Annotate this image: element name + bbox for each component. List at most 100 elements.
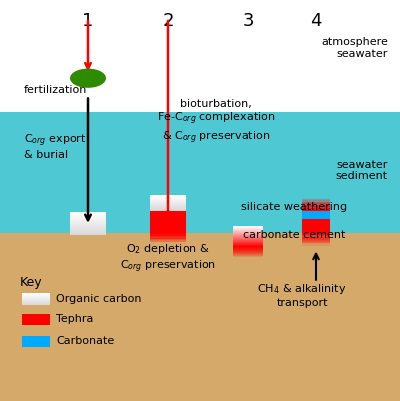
- Bar: [150, 242, 186, 243]
- Bar: [233, 250, 263, 251]
- Bar: [233, 256, 263, 257]
- Bar: [150, 207, 186, 208]
- Bar: [233, 243, 263, 244]
- Bar: [150, 241, 186, 242]
- Bar: [302, 239, 330, 240]
- Text: Key: Key: [20, 276, 43, 289]
- Bar: [150, 206, 186, 207]
- Bar: [150, 199, 186, 200]
- Text: 1: 1: [82, 12, 94, 30]
- Bar: [302, 231, 330, 232]
- Bar: [233, 240, 263, 241]
- Bar: [302, 208, 330, 209]
- Bar: [70, 231, 106, 232]
- Bar: [150, 235, 186, 236]
- Bar: [302, 207, 330, 208]
- Bar: [233, 247, 263, 248]
- Bar: [150, 205, 186, 206]
- Bar: [233, 255, 263, 256]
- Bar: [302, 198, 330, 199]
- Bar: [233, 253, 263, 254]
- Bar: [70, 223, 106, 224]
- Bar: [302, 244, 330, 245]
- Bar: [150, 208, 186, 209]
- Bar: [150, 206, 186, 207]
- Bar: [150, 209, 186, 210]
- Bar: [233, 230, 263, 231]
- Bar: [22, 295, 50, 296]
- Bar: [302, 243, 330, 245]
- Bar: [233, 232, 263, 233]
- Bar: [150, 195, 186, 196]
- Bar: [150, 234, 186, 235]
- Bar: [302, 235, 330, 236]
- Bar: [233, 251, 263, 252]
- Bar: [22, 336, 50, 347]
- Bar: [302, 232, 330, 233]
- Bar: [150, 242, 186, 243]
- Bar: [150, 232, 186, 233]
- Text: CH$_4$ & alkalinity
transport: CH$_4$ & alkalinity transport: [257, 282, 347, 308]
- Bar: [233, 231, 263, 232]
- Bar: [302, 235, 330, 237]
- Text: O$_2$ depletion &
C$_{org}$ preservation: O$_2$ depletion & C$_{org}$ preservation: [120, 242, 216, 275]
- Bar: [150, 197, 186, 198]
- Bar: [0, 112, 400, 233]
- Bar: [302, 236, 330, 237]
- Bar: [302, 210, 330, 211]
- Bar: [302, 233, 330, 234]
- Bar: [150, 232, 186, 233]
- Bar: [302, 211, 330, 219]
- Bar: [302, 238, 330, 239]
- Bar: [302, 240, 330, 241]
- Bar: [70, 220, 106, 221]
- Bar: [302, 234, 330, 235]
- Bar: [233, 252, 263, 253]
- Bar: [150, 240, 186, 241]
- Bar: [22, 299, 50, 300]
- Bar: [22, 302, 50, 303]
- Bar: [233, 247, 263, 248]
- Bar: [150, 238, 186, 239]
- Bar: [150, 195, 186, 196]
- Bar: [150, 200, 186, 201]
- Text: Tephra: Tephra: [56, 314, 93, 324]
- Bar: [302, 242, 330, 243]
- Bar: [150, 241, 186, 242]
- Bar: [233, 226, 263, 227]
- Bar: [233, 229, 263, 230]
- Bar: [302, 209, 330, 210]
- Bar: [150, 234, 186, 235]
- Bar: [70, 224, 106, 225]
- Bar: [233, 246, 263, 247]
- Bar: [233, 254, 263, 255]
- Bar: [302, 230, 330, 231]
- Bar: [150, 237, 186, 238]
- Bar: [302, 241, 330, 242]
- Bar: [70, 214, 106, 215]
- Bar: [150, 204, 186, 205]
- Bar: [302, 199, 330, 200]
- Text: seawater
sediment: seawater sediment: [336, 160, 388, 181]
- Bar: [302, 200, 330, 201]
- Bar: [150, 240, 186, 241]
- Bar: [70, 212, 106, 213]
- Bar: [150, 233, 186, 234]
- Bar: [150, 204, 186, 205]
- Bar: [233, 257, 263, 258]
- Bar: [70, 219, 106, 220]
- Bar: [233, 228, 263, 229]
- Bar: [70, 219, 106, 220]
- Bar: [233, 234, 263, 235]
- Bar: [150, 235, 186, 236]
- Bar: [70, 228, 106, 229]
- Bar: [70, 216, 106, 217]
- Bar: [233, 234, 263, 235]
- Bar: [150, 203, 186, 204]
- Bar: [22, 296, 50, 298]
- Bar: [302, 202, 330, 203]
- Bar: [302, 232, 330, 233]
- Bar: [233, 249, 263, 250]
- Bar: [22, 298, 50, 299]
- Bar: [150, 237, 186, 238]
